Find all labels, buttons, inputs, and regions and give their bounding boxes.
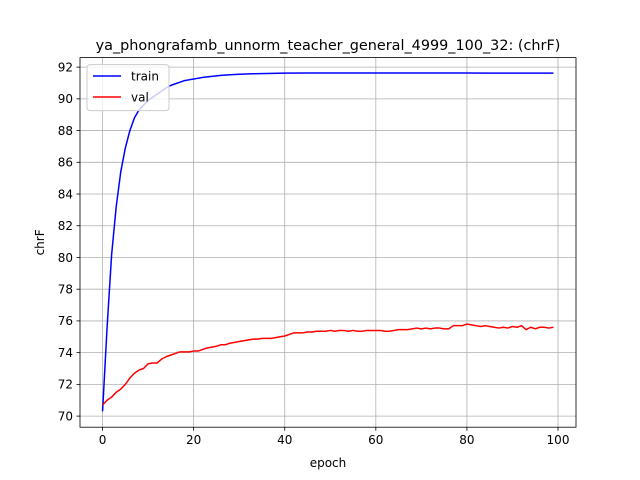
x-tick-label: 0	[99, 433, 107, 447]
x-tick-label: 80	[459, 433, 474, 447]
y-tick-label: 72	[58, 378, 73, 392]
series-line-val	[102, 323, 554, 406]
y-tick-label: 78	[58, 282, 73, 296]
y-tick-label: 70	[58, 409, 73, 423]
series-line-train	[101, 72, 554, 412]
y-tick-label: 80	[58, 251, 73, 265]
grid	[80, 57, 576, 428]
y-tick-label: 90	[58, 92, 73, 106]
x-tick-label: 20	[186, 433, 201, 447]
x-axis-label: epoch	[310, 456, 347, 470]
legend: train val	[86, 64, 170, 112]
series-lines	[101, 72, 554, 412]
y-tick-label: 82	[58, 219, 73, 233]
x-tick-label: 100	[547, 433, 570, 447]
y-axis-label: chrF	[33, 229, 47, 255]
y-tick-label: 74	[58, 346, 73, 360]
x-tick-label: 40	[277, 433, 292, 447]
y-tick-label: 88	[58, 124, 73, 138]
chart-title: ya_phongrafamb_unnorm_teacher_general_49…	[96, 38, 561, 54]
y-tick-label: 84	[58, 187, 73, 201]
y-tick-label: 86	[58, 156, 73, 170]
legend-label-val: val	[131, 91, 149, 105]
axes-frame	[79, 57, 577, 428]
x-tick-label: 60	[368, 433, 383, 447]
y-tick-label: 92	[58, 60, 73, 74]
legend-label-train: train	[131, 70, 159, 84]
axis-ticks: 0 20 40 60 80 100 70 72 74 76 78 80 82 84 86 88 90 92	[58, 60, 570, 447]
y-tick-label: 76	[58, 314, 73, 328]
